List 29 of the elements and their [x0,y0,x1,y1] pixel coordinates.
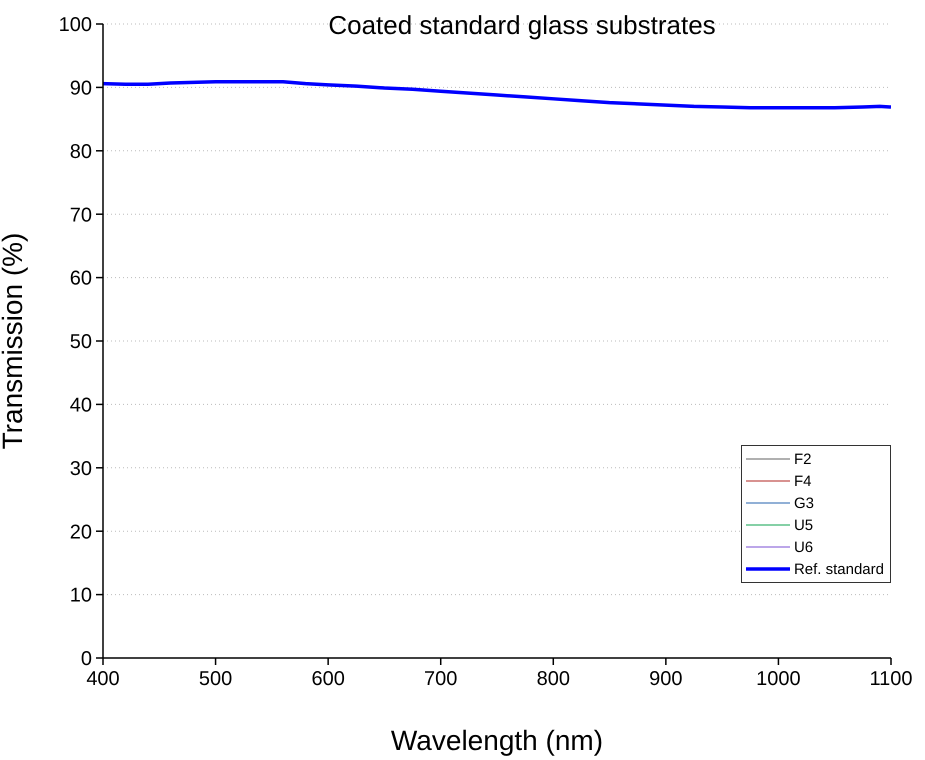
y-tick-label: 90 [70,78,92,100]
legend-label: G3 [794,494,814,512]
y-tick-label: 0 [80,648,92,670]
line-series [103,80,891,110]
legend-label: Ref. standard [794,560,884,578]
x-tick-label: 500 [198,668,232,690]
y-tick-label: 20 [70,521,92,544]
legend-label: F2 [794,450,812,468]
y-tick-label: 100 [58,14,92,36]
y-tick-label: 10 [70,584,92,607]
legend-label: F4 [794,472,812,490]
y-axis-title: Transmission (%) [0,232,28,450]
chart-title: Coated standard glass substrates [328,10,716,40]
y-tick-label: 80 [70,140,92,163]
y-tick-label: 70 [70,204,92,226]
x-tick-label: 1100 [869,668,913,690]
x-tick-label: 800 [536,668,570,690]
y-tick-label: 60 [70,268,92,290]
legend-label: U6 [794,538,814,556]
x-tick-label: 400 [86,668,120,690]
y-tick-label: 40 [70,394,92,416]
legend-label: U5 [794,516,814,534]
x-axis-title: Wavelength (nm) [390,725,604,756]
x-tick-label: 900 [649,668,683,690]
x-tick-label: 1000 [756,668,801,690]
x-tick-label: 700 [424,668,458,690]
y-tick-label: 30 [70,458,92,480]
x-tick-label: 600 [311,668,345,690]
y-tick-label: 50 [70,331,92,354]
